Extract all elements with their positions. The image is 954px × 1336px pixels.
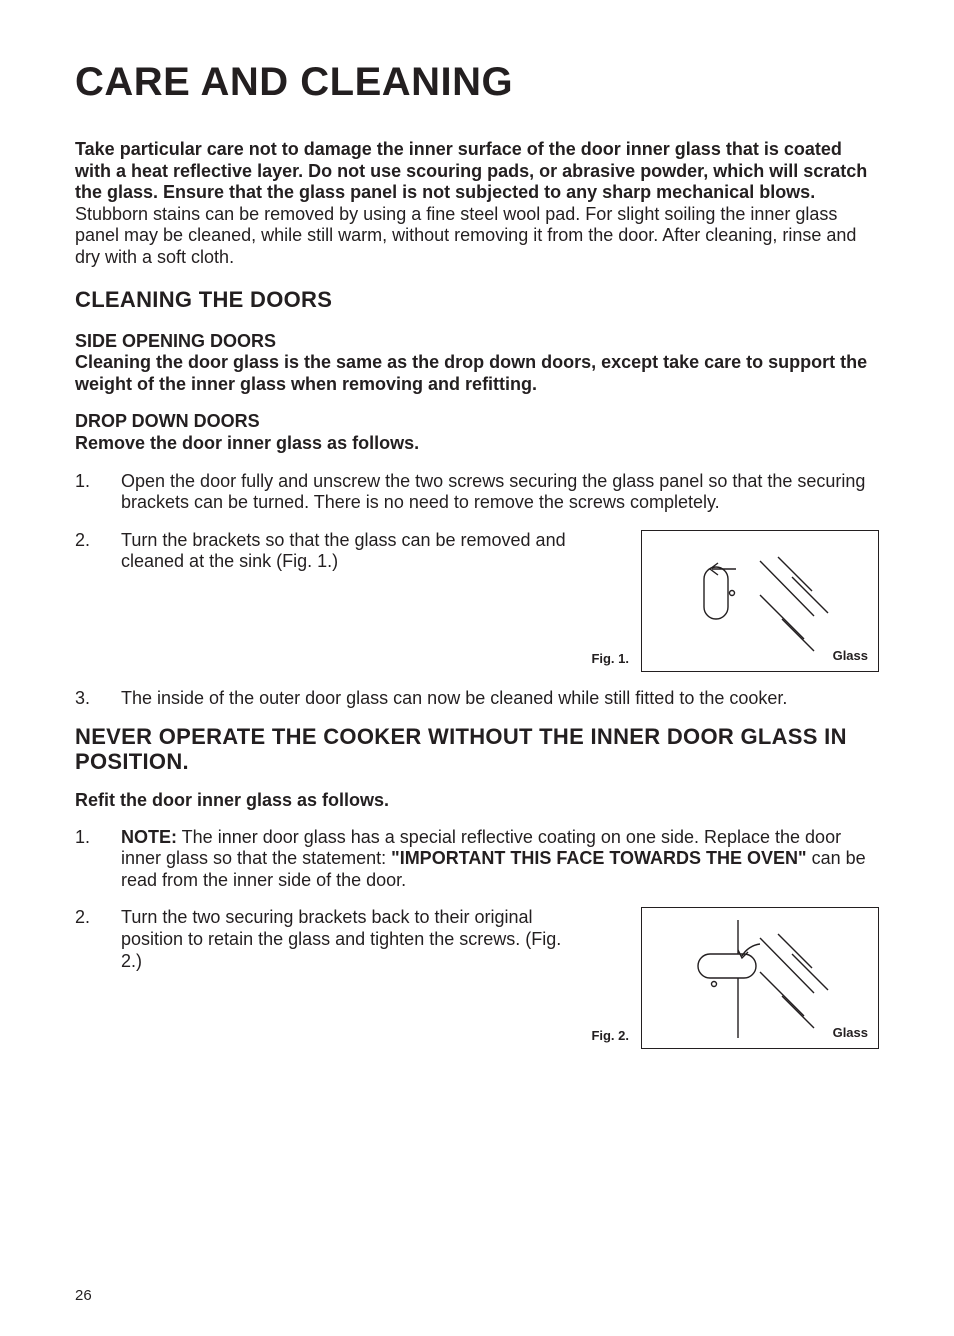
intro-paragraph: Stubborn stains can be removed by using … (75, 204, 879, 269)
step-text: Turn the brackets so that the glass can … (121, 530, 566, 572)
figure-2-diagram: Glass (641, 907, 879, 1049)
never-operate-warning: NEVER OPERATE THE COOKER WITHOUT THE INN… (75, 725, 879, 773)
side-doors-block: SIDE OPENING DOORS Cleaning the door gla… (75, 331, 879, 396)
drop-doors-body: Remove the door inner glass as follows. (75, 433, 879, 455)
refit-step-1: 1. NOTE: The inner door glass has a spec… (75, 827, 879, 892)
remove-step-2-row: 2. Turn the brackets so that the glass c… (75, 530, 879, 672)
glass-label: Glass (833, 648, 868, 663)
warning-paragraph: Take particular care not to damage the i… (75, 139, 879, 204)
page-number: 26 (75, 1287, 92, 1304)
list-number: 2. (75, 530, 121, 633)
list-text: Turn the two securing brackets back to t… (121, 907, 577, 1032)
list-text: Open the door fully and unscrew the two … (121, 471, 879, 514)
remove-step-1: 1. Open the door fully and unscrew the t… (75, 471, 879, 514)
figure-1-caption: Fig. 1. (591, 651, 629, 672)
list-number: 1. (75, 827, 121, 892)
step-text: Turn the two securing brackets back to t… (121, 907, 561, 970)
figure-2-caption: Fig. 2. (591, 1028, 629, 1049)
cleaning-doors-heading: CLEANING THE DOORS (75, 287, 879, 313)
note-label: NOTE: (121, 827, 177, 847)
page-title: CARE AND CLEANING (75, 60, 879, 105)
refit-heading: Refit the door inner glass as follows. (75, 790, 879, 811)
drop-doors-block: DROP DOWN DOORS Remove the door inner gl… (75, 411, 879, 454)
list-number: 2. (75, 907, 121, 1032)
refit1-bold: "IMPORTANT THIS FACE TOWARDS THE OVEN" (391, 848, 806, 868)
figure-2-wrap: Fig. 2. Glass (591, 907, 879, 1049)
figure-1-diagram: Glass (641, 530, 879, 672)
figure-1-wrap: Fig. 1. Glass (591, 530, 879, 672)
list-number: 1. (75, 471, 121, 514)
drop-doors-title: DROP DOWN DOORS (75, 411, 879, 433)
side-doors-body: Cleaning the door glass is the same as t… (75, 352, 879, 395)
side-doors-title: SIDE OPENING DOORS (75, 331, 879, 353)
remove-step-3: 3. The inside of the outer door glass ca… (75, 688, 879, 710)
list-text: NOTE: The inner door glass has a special… (121, 827, 879, 892)
list-text: The inside of the outer door glass can n… (121, 688, 879, 710)
list-number: 3. (75, 688, 121, 710)
refit-step-2-row: 2. Turn the two securing brackets back t… (75, 907, 879, 1049)
glass-label: Glass (833, 1025, 868, 1040)
list-text: Turn the brackets so that the glass can … (121, 530, 577, 633)
